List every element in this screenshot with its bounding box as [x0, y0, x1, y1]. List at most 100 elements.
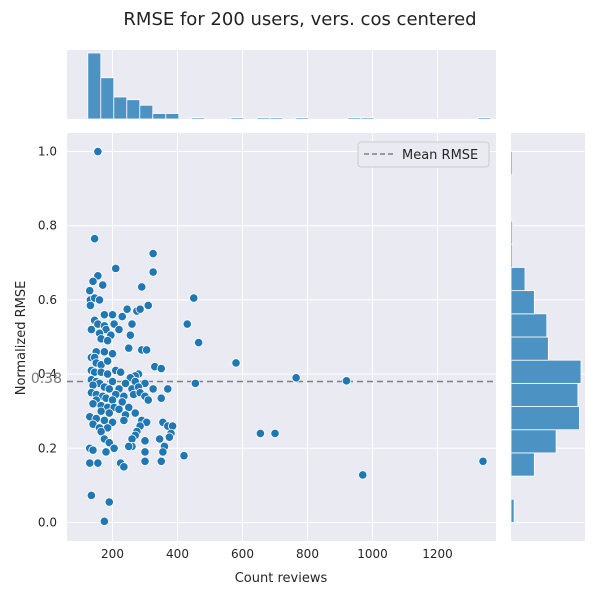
legend-label-mean-rmse: Mean RMSE	[402, 148, 478, 163]
scatter-point	[88, 445, 98, 455]
scatter-point	[107, 310, 118, 320]
scatter-point	[93, 146, 103, 157]
top-hist-bar	[113, 96, 128, 120]
y-axis-label: Normalized RMSE	[14, 281, 29, 396]
y-tick-label: 0.2	[38, 441, 57, 455]
right-hist-bar	[510, 498, 515, 523]
scatter-point	[124, 343, 134, 353]
scatter-point	[140, 436, 150, 446]
scatter-point	[111, 263, 121, 273]
scatter-point	[130, 408, 140, 418]
scatter-point	[148, 248, 158, 259]
scatter-point	[148, 267, 158, 277]
scatter-point	[140, 447, 150, 457]
scatter-point	[156, 363, 166, 374]
scatter-point	[104, 497, 114, 507]
main-plot-area	[67, 133, 496, 541]
scatter-point	[179, 451, 189, 461]
top-hist-bar	[230, 117, 245, 120]
top-hist-bar	[165, 113, 180, 120]
y-tick-label: 0.8	[38, 219, 57, 233]
scatter-point	[120, 378, 131, 388]
top-hist-bar	[477, 117, 492, 120]
y-tick-label: 0.4	[38, 367, 57, 381]
chart-title: RMSE for 200 users, vers. cos centered	[123, 9, 477, 30]
scatter-point	[104, 384, 114, 394]
scatter-point	[142, 345, 152, 355]
scatter-point	[164, 432, 174, 442]
scatter-point	[478, 456, 488, 466]
right-hist-bar	[510, 406, 580, 431]
scatter-point	[168, 421, 178, 431]
x-tick-label: 1000	[357, 547, 388, 561]
x-tick-label: 1200	[422, 547, 453, 561]
x-tick-label: 400	[166, 547, 189, 561]
right-hist-bar	[510, 290, 535, 315]
scatter-point	[341, 376, 352, 386]
scatter-point	[127, 319, 137, 329]
scatter-point	[190, 378, 200, 388]
x-tick-label: 800	[296, 547, 319, 561]
y-tick-label: 0.6	[38, 293, 57, 307]
scatter-point	[103, 356, 113, 366]
top-hist-bar	[100, 77, 115, 120]
scatter-point	[99, 310, 109, 320]
scatter-point	[358, 470, 368, 480]
right-hist-bar	[510, 313, 548, 338]
top-histogram-panel	[67, 50, 496, 120]
scatter-point	[90, 234, 100, 244]
scatter-point	[96, 406, 106, 416]
scatter-point	[182, 319, 192, 329]
scatter-point	[103, 336, 113, 346]
scatter-point	[117, 311, 127, 322]
scatter-point	[148, 384, 158, 394]
right-histogram-panel	[510, 133, 585, 541]
scatter-point	[270, 428, 280, 439]
right-hist-bar	[510, 452, 535, 477]
x-axis-label: Count reviews	[235, 571, 328, 586]
scatter-point	[156, 393, 166, 403]
right-hist-bar	[510, 336, 549, 361]
legend-box	[357, 141, 490, 168]
right-hist-bar	[510, 382, 579, 407]
right-hist-bar	[510, 220, 513, 245]
right-hist-bar	[510, 429, 557, 454]
scatter-point	[291, 373, 301, 383]
scatter-point	[119, 462, 129, 472]
y-tick-label: 0.0	[38, 515, 57, 529]
top-hist-bar	[87, 52, 102, 120]
scatter-point	[140, 456, 150, 466]
scatter-point	[231, 358, 241, 368]
scatter-point	[88, 399, 98, 409]
scatter-point	[94, 295, 105, 305]
scatter-point	[114, 404, 124, 414]
scatter-point	[86, 490, 96, 500]
scatter-point	[194, 337, 204, 348]
scatter-point	[85, 286, 95, 296]
scatter-point	[143, 300, 153, 311]
x-tick-label: 200	[101, 547, 124, 561]
scatter-point	[137, 282, 147, 292]
top-hist-bar	[152, 113, 167, 120]
scatter-point	[122, 304, 132, 314]
mean-value-annotation: 0.38	[31, 371, 62, 387]
scatter-point	[158, 447, 168, 457]
scatter-point	[85, 300, 96, 311]
scatter-point	[107, 349, 118, 359]
scatter-point	[85, 458, 95, 468]
scatter-point	[124, 441, 134, 452]
top-hist-bar	[347, 117, 362, 120]
scatter-point	[86, 324, 96, 335]
scatter-point	[103, 369, 113, 379]
scatter-point	[143, 395, 153, 405]
scatter-point	[99, 347, 109, 357]
top-hist-bar	[360, 117, 375, 120]
scatter-point	[104, 408, 114, 418]
right-hist-bar	[510, 151, 513, 176]
scatter-point	[99, 516, 109, 526]
scatter-point	[163, 384, 173, 394]
top-hist-bar	[139, 104, 154, 120]
scatter-point	[119, 415, 129, 426]
right-hist-bar	[510, 359, 582, 384]
